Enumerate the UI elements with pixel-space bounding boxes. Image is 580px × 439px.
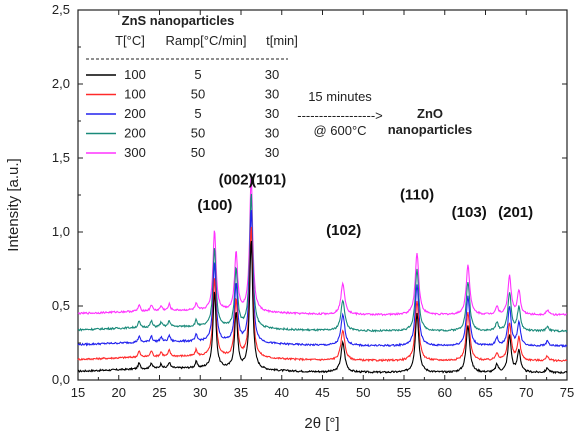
legend-time: 30 xyxy=(265,67,279,82)
annotation-product-2: nanoparticles xyxy=(388,122,473,137)
x-tick-label: 15 xyxy=(71,385,85,400)
legend-ramp: 50 xyxy=(191,145,205,160)
annotation-time: 15 minutes xyxy=(308,89,372,104)
legend-time: 30 xyxy=(265,145,279,160)
series-line-2 xyxy=(77,226,568,363)
series-line-1 xyxy=(77,240,568,375)
legend-header-ramp: Ramp[°C/min] xyxy=(165,33,246,48)
x-tick-label: 70 xyxy=(519,385,533,400)
legend-temp: 200 xyxy=(124,126,146,141)
x-tick-label: 65 xyxy=(478,385,492,400)
legend: ZnS nanoparticles T[°C] Ramp[°C/min] t[m… xyxy=(86,13,298,160)
legend-ramp: 5 xyxy=(194,67,201,82)
x-tick-label: 75 xyxy=(560,385,574,400)
legend-time: 30 xyxy=(265,106,279,121)
x-tick-label: 20 xyxy=(112,385,126,400)
y-tick-label: 2,0 xyxy=(52,76,70,91)
y-tick-label: 1,5 xyxy=(52,150,70,165)
peak-label: (101) xyxy=(251,172,286,189)
y-tick-label: 0,5 xyxy=(52,298,70,313)
y-tick-label: 0,0 xyxy=(52,372,70,387)
series-group xyxy=(77,176,568,375)
plot-frame xyxy=(77,9,568,381)
legend-title: ZnS nanoparticles xyxy=(122,13,235,28)
series-line-5 xyxy=(77,176,568,317)
x-tick-label: 30 xyxy=(193,385,207,400)
x-tick-label: 50 xyxy=(356,385,370,400)
y-axis-title: Intensity [a.u.] xyxy=(5,158,22,251)
x-tick-label: 45 xyxy=(315,385,329,400)
legend-ramp: 50 xyxy=(191,87,205,102)
peak-label: (110) xyxy=(400,186,434,203)
legend-rows: 100 5 30 100 50 30 200 5 30 200 50 30 300 50 30 xyxy=(86,67,279,160)
x-tick-label: 55 xyxy=(397,385,411,400)
x-tick-label: 60 xyxy=(438,385,452,400)
peak-label: (102) xyxy=(326,222,361,239)
axis-ticks: 15 20 25 30 35 40 45 50 55 60 65 70 750,00,51,01,52,… xyxy=(52,2,574,400)
annotation-product-1: ZnO xyxy=(417,106,443,121)
legend-temp: 200 xyxy=(124,106,146,121)
peak-label: (002) xyxy=(219,172,254,189)
x-axis-title: 2θ [°] xyxy=(304,415,339,432)
x-tick-label: 25 xyxy=(152,385,166,400)
y-tick-label: 2,5 xyxy=(52,2,70,17)
legend-header-time: t[min] xyxy=(266,33,298,48)
series-line-3 xyxy=(77,209,568,348)
peak-label: (201) xyxy=(498,204,533,221)
legend-ramp: 50 xyxy=(191,126,205,141)
legend-time: 30 xyxy=(265,87,279,102)
legend-temp: 300 xyxy=(124,145,146,160)
legend-header-temp: T[°C] xyxy=(115,33,145,48)
peak-label: (103) xyxy=(452,204,487,221)
legend-temp: 100 xyxy=(124,67,146,82)
annotation-arrow: ------------------> xyxy=(297,108,383,123)
peak-labels: (100) (002)(101) (102) (110) (103) (201) xyxy=(197,172,533,239)
legend-ramp: 5 xyxy=(194,106,201,121)
peak-label: (100) xyxy=(197,197,232,214)
legend-time: 30 xyxy=(265,126,279,141)
annotation-temp: @ 600°C xyxy=(313,123,366,138)
series-line-4 xyxy=(77,193,568,333)
x-tick-label: 35 xyxy=(234,385,248,400)
y-tick-label: 1,0 xyxy=(52,224,70,239)
legend-temp: 100 xyxy=(124,87,146,102)
x-tick-label: 40 xyxy=(275,385,289,400)
annotation: 15 minutes ------------------> @ 600°C Z… xyxy=(297,89,472,138)
